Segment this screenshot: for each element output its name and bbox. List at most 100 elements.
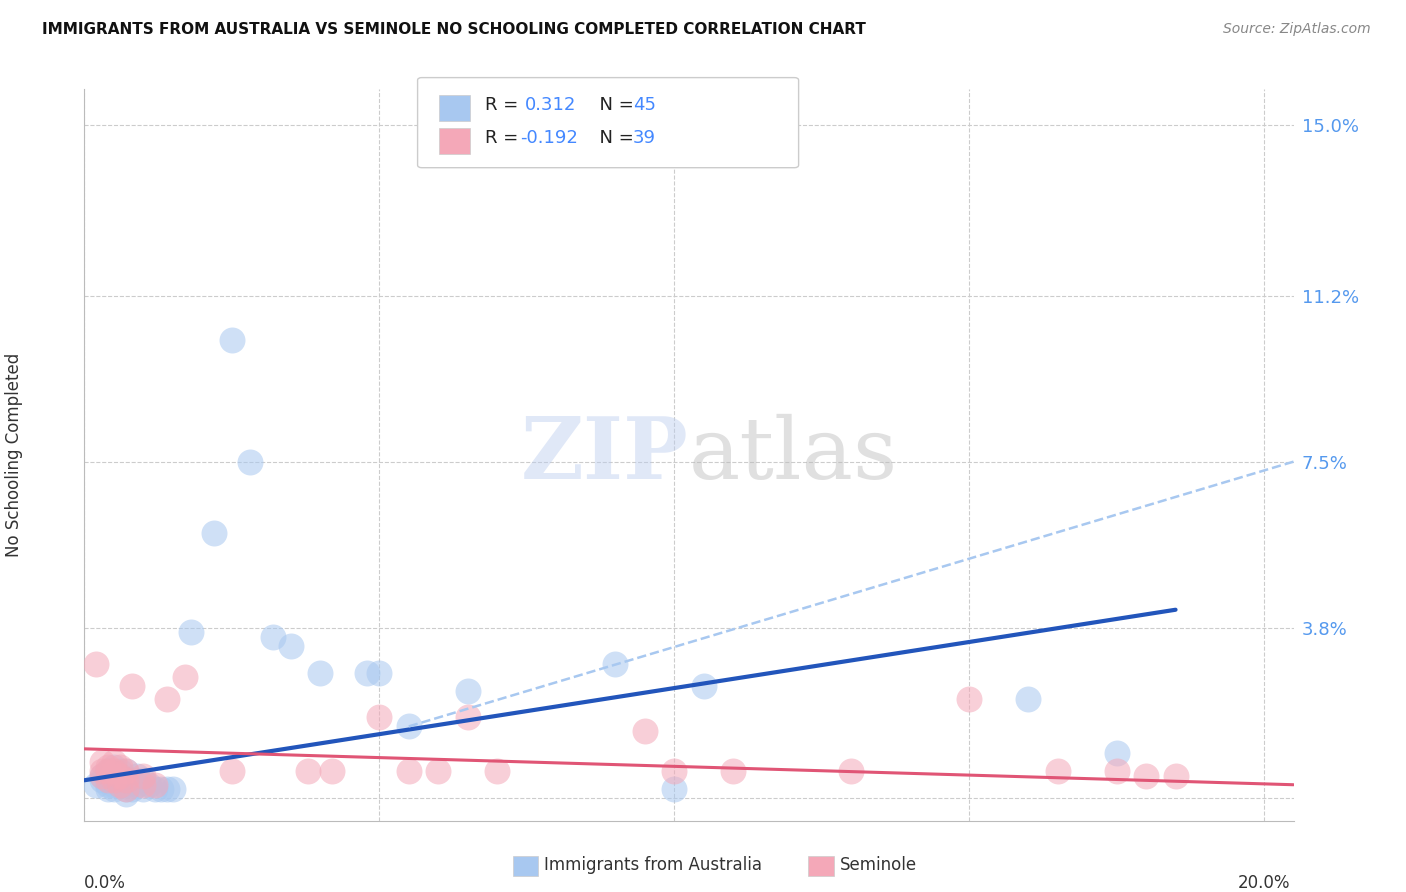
Point [692, 679, 714, 693]
Point [368, 665, 391, 680]
Point [103, 778, 125, 792]
Point [156, 692, 179, 706]
Text: Seminole: Seminole [839, 856, 917, 874]
Point [114, 782, 136, 797]
Point [108, 778, 131, 792]
Text: 0.0%: 0.0% [84, 874, 127, 892]
Point [132, 769, 155, 783]
Point [127, 769, 149, 783]
Point [368, 710, 391, 724]
Point [605, 657, 627, 671]
Point [132, 782, 155, 797]
Text: 0.312: 0.312 [524, 96, 576, 114]
Point [97, 760, 120, 774]
Point [202, 526, 225, 541]
Text: atlas: atlas [689, 413, 898, 497]
Point [1105, 747, 1128, 761]
Point [398, 719, 420, 733]
Text: ZIP: ZIP [522, 413, 689, 497]
Point [238, 455, 260, 469]
Point [91, 764, 114, 779]
Point [108, 769, 131, 783]
Text: R =: R = [485, 129, 524, 147]
Point [91, 769, 114, 783]
Point [97, 782, 120, 797]
Text: -0.192: -0.192 [520, 129, 578, 147]
Point [1046, 764, 1069, 779]
Point [108, 769, 131, 783]
Point [664, 782, 686, 797]
Point [103, 782, 125, 797]
Point [114, 764, 136, 779]
Point [84, 657, 107, 671]
Point [97, 764, 120, 779]
Point [180, 625, 202, 640]
Point [356, 665, 378, 680]
Point [114, 764, 136, 779]
Text: Immigrants from Australia: Immigrants from Australia [544, 856, 762, 874]
Point [280, 639, 302, 653]
Point [114, 778, 136, 792]
Point [103, 773, 125, 788]
Point [121, 773, 143, 788]
Point [143, 778, 166, 792]
Point [398, 764, 420, 779]
Point [114, 773, 136, 788]
Text: 45: 45 [633, 96, 655, 114]
Text: N =: N = [588, 96, 640, 114]
Point [173, 670, 195, 684]
Point [486, 764, 509, 779]
Text: R =: R = [485, 96, 530, 114]
Point [121, 679, 143, 693]
Point [150, 782, 173, 797]
Text: 20.0%: 20.0% [1237, 874, 1291, 892]
Point [634, 723, 657, 738]
Point [321, 764, 343, 779]
Point [143, 782, 166, 797]
Point [221, 764, 243, 779]
Text: IMMIGRANTS FROM AUSTRALIA VS SEMINOLE NO SCHOOLING COMPLETED CORRELATION CHART: IMMIGRANTS FROM AUSTRALIA VS SEMINOLE NO… [42, 22, 866, 37]
Text: No Schooling Completed: No Schooling Completed [4, 353, 22, 557]
Point [108, 773, 131, 788]
Point [97, 773, 120, 788]
Point [121, 782, 143, 797]
Point [103, 764, 125, 779]
Point [427, 764, 450, 779]
Point [457, 683, 479, 698]
Point [91, 756, 114, 770]
Point [108, 778, 131, 792]
Point [108, 760, 131, 774]
Text: 39: 39 [633, 129, 655, 147]
Point [132, 773, 155, 788]
Point [103, 773, 125, 788]
Point [132, 778, 155, 792]
Point [127, 778, 149, 792]
Text: N =: N = [588, 129, 640, 147]
Point [114, 787, 136, 801]
Point [664, 764, 686, 779]
Point [221, 334, 243, 348]
Point [108, 764, 131, 779]
Point [297, 764, 319, 779]
Point [156, 782, 179, 797]
Point [103, 756, 125, 770]
Point [839, 764, 862, 779]
Point [957, 692, 980, 706]
Point [97, 778, 120, 792]
Point [721, 764, 744, 779]
Point [457, 710, 479, 724]
Point [309, 665, 332, 680]
Text: Source: ZipAtlas.com: Source: ZipAtlas.com [1223, 22, 1371, 37]
Point [97, 764, 120, 779]
Point [262, 630, 284, 644]
Point [114, 782, 136, 797]
Point [1164, 769, 1187, 783]
Point [103, 760, 125, 774]
Point [1017, 692, 1039, 706]
Point [84, 778, 107, 792]
Point [91, 769, 114, 783]
Point [162, 782, 184, 797]
Point [138, 778, 160, 792]
Point [1135, 769, 1157, 783]
Point [1105, 764, 1128, 779]
